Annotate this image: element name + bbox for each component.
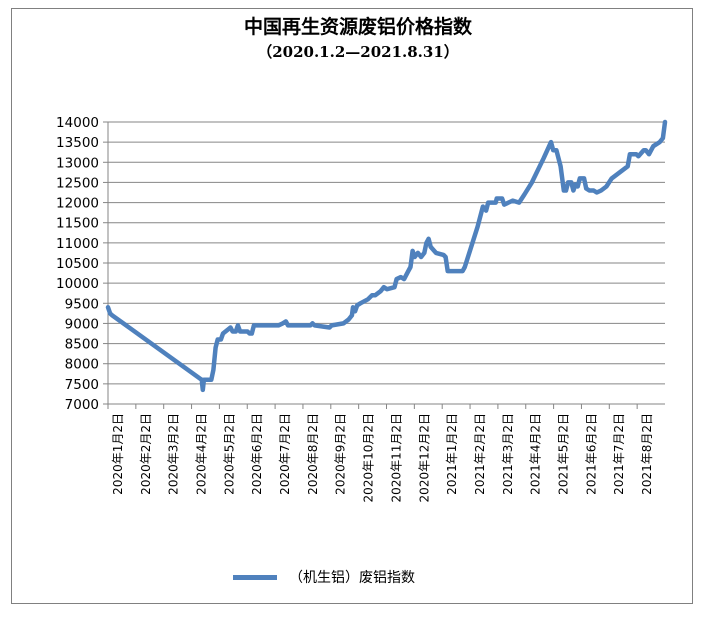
x-tick-label: 2021年2月2日 bbox=[473, 413, 487, 495]
y-tick-label: 7500 bbox=[65, 377, 99, 393]
series-layer bbox=[105, 119, 668, 393]
y-tick-label: 14000 bbox=[56, 115, 99, 131]
x-tick-label: 2020年11月2日 bbox=[389, 413, 403, 502]
x-tick-label: 2021年6月2日 bbox=[584, 413, 598, 495]
x-tick-label: 2021年3月2日 bbox=[501, 413, 515, 495]
x-tick-label: 2020年7月2日 bbox=[278, 413, 292, 495]
y-tick-label: 12500 bbox=[56, 175, 99, 191]
y-tick-label: 7000 bbox=[65, 397, 99, 413]
legend-swatch bbox=[233, 574, 277, 580]
x-tick-label: 2020年4月2日 bbox=[194, 413, 208, 495]
y-tick-label: 11500 bbox=[56, 216, 99, 232]
chart-title-block: 中国再生资源废铝价格指数 （2020.1.2—2021.8.31） bbox=[0, 14, 716, 63]
x-tick-label: 2020年5月2日 bbox=[222, 413, 236, 495]
x-tick-label: 2021年7月2日 bbox=[612, 413, 626, 495]
y-tick-label: 9000 bbox=[65, 316, 99, 332]
y-tick-label: 10500 bbox=[56, 256, 99, 272]
x-tick-label: 2021年5月2日 bbox=[557, 413, 571, 495]
chart-title: 中国再生资源废铝价格指数 bbox=[243, 16, 472, 38]
x-tick-label: 2020年6月2日 bbox=[250, 413, 264, 495]
legend-label: （机生铝）废铝指数 bbox=[289, 570, 415, 586]
x-tick-label: 2021年4月2日 bbox=[529, 413, 543, 495]
y-tick-label: 11000 bbox=[56, 236, 99, 252]
grid-layer bbox=[108, 121, 665, 385]
y-tick-label: 13500 bbox=[56, 135, 99, 151]
y-tick-label: 13000 bbox=[56, 155, 99, 171]
x-tick-labels: 2020年1月2日 2020年2月2日 2020年3月2日 2020年4月2日 2020… bbox=[111, 413, 654, 502]
y-tick-labels: 7000 7500 8000 8500 9000 9500 10000 10500 11000 1… bbox=[56, 115, 99, 413]
axis-layer bbox=[103, 121, 665, 409]
x-tick-label: 2020年1月2日 bbox=[111, 413, 125, 495]
y-tick-label: 8000 bbox=[65, 357, 99, 373]
x-tick-label: 2021年8月2日 bbox=[640, 413, 654, 495]
y-tick-label: 12000 bbox=[56, 196, 99, 212]
x-tick-label: 2020年8月2日 bbox=[306, 413, 320, 495]
x-tick-label: 2021年1月2日 bbox=[445, 413, 459, 495]
x-tick-label: 2020年3月2日 bbox=[167, 413, 181, 495]
legend: （机生铝）废铝指数 bbox=[233, 566, 415, 588]
x-tick-label: 2020年2月2日 bbox=[139, 413, 153, 495]
y-tick-label: 8500 bbox=[65, 337, 99, 353]
chart-subtitle: （2020.1.2—2021.8.31） bbox=[257, 43, 459, 61]
x-tick-label: 2020年10月2日 bbox=[362, 413, 376, 502]
y-tick-label: 10000 bbox=[56, 276, 99, 292]
x-tick-label: 2020年9月2日 bbox=[334, 413, 348, 495]
x-tick-label: 2020年12月2日 bbox=[417, 413, 431, 502]
y-tick-label: 9500 bbox=[65, 296, 99, 312]
series-line bbox=[105, 119, 668, 393]
